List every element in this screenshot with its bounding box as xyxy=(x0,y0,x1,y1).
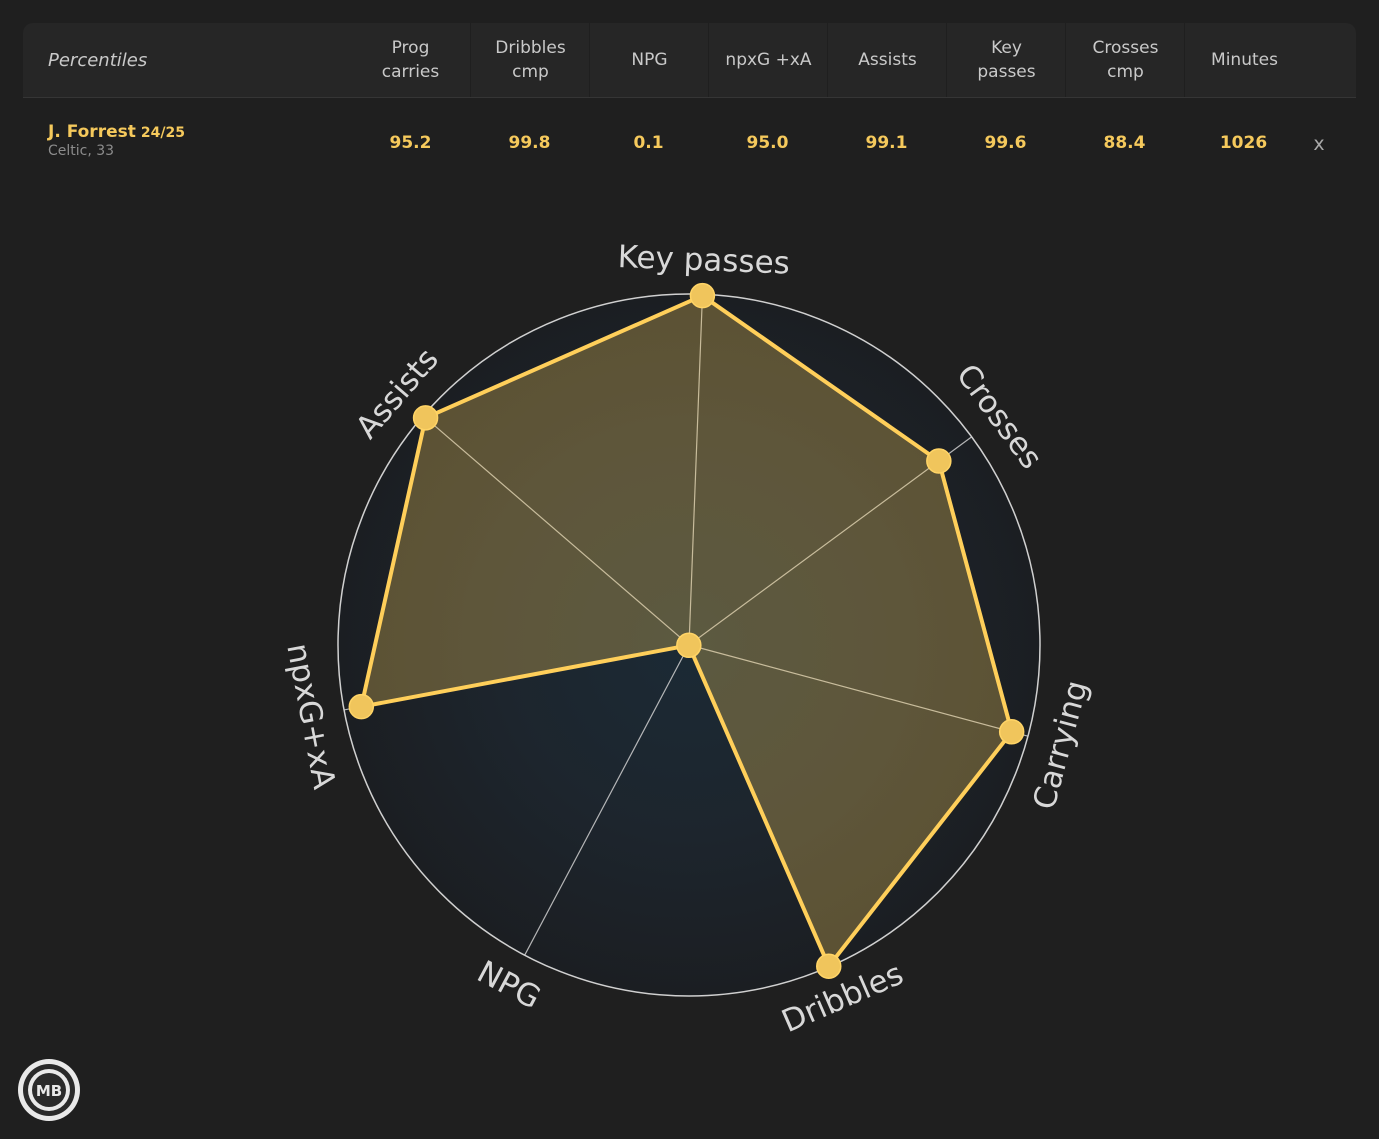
radar-point-dribbles[interactable] xyxy=(816,953,842,979)
remove-player-button[interactable]: x xyxy=(1313,133,1325,155)
header-crosses-cmp[interactable]: Crosses cmp xyxy=(1065,23,1185,97)
value-prog-carries: 95.2 xyxy=(389,133,432,153)
value-assists: 99.1 xyxy=(865,133,908,153)
radar-point-key-passes[interactable] xyxy=(689,282,716,309)
radar-outer-ring xyxy=(337,293,1041,997)
value-npxg-xa: 95.0 xyxy=(746,133,789,153)
player-season: 24/25 xyxy=(140,125,185,141)
radar-spoke-assists xyxy=(422,415,690,646)
radar-point-npg[interactable] xyxy=(676,632,702,659)
header-minutes[interactable]: Minutes xyxy=(1184,23,1304,97)
radar-player-area xyxy=(359,293,1014,969)
mb-badge-icon: MB xyxy=(18,1059,80,1121)
player-team-age: Celtic, 33 xyxy=(48,143,115,159)
radar-point-assists[interactable] xyxy=(412,405,439,431)
radar-spoke-npg xyxy=(524,644,690,956)
value-crosses-cmp: 88.4 xyxy=(1103,133,1146,153)
header-npxg-xa[interactable]: npxG +xA xyxy=(708,23,828,97)
header-key-passes[interactable]: Key passes xyxy=(946,23,1066,97)
radar-spoke-key-passes xyxy=(688,294,704,646)
radar-spoke-crosses xyxy=(688,436,972,646)
radar-point-carrying[interactable] xyxy=(998,719,1025,745)
value-dribbles-cmp: 99.8 xyxy=(508,133,551,153)
value-minutes: 1026 xyxy=(1219,133,1268,153)
header-npg[interactable]: NPG xyxy=(589,23,709,97)
header-percentiles: Percentiles xyxy=(48,49,148,71)
table-row: J. Forrest 24/25 Celtic, 33 95.2 99.8 0.1… xyxy=(23,98,1356,188)
header-dribbles-cmp[interactable]: Dribbles cmp xyxy=(470,23,590,97)
table-header: Percentiles Prog carries Dribbles cmp NP… xyxy=(23,23,1356,98)
radar-axis-label-key-passes: Key passes xyxy=(617,239,791,282)
player-name-text: J. Forrest xyxy=(48,122,136,142)
header-assists[interactable]: Assists xyxy=(827,23,947,97)
header-prog-carries[interactable]: Prog carries xyxy=(381,38,440,82)
radar-spoke-carrying xyxy=(688,644,1029,737)
radar-axis-label-npg: NPG xyxy=(471,954,546,1017)
radar-axis-label-npxg-xa: npxG+xA xyxy=(279,641,342,792)
value-key-passes: 99.6 xyxy=(984,133,1027,153)
value-npg: 0.1 xyxy=(633,133,664,153)
percentiles-table: Percentiles Prog carries Dribbles cmp NP… xyxy=(23,23,1356,188)
radar-point-crosses[interactable] xyxy=(926,448,952,474)
player-name[interactable]: J. Forrest 24/25 xyxy=(48,122,185,142)
radar-point-npxg-xa[interactable] xyxy=(348,693,375,720)
logo-text: MB xyxy=(36,1082,62,1100)
